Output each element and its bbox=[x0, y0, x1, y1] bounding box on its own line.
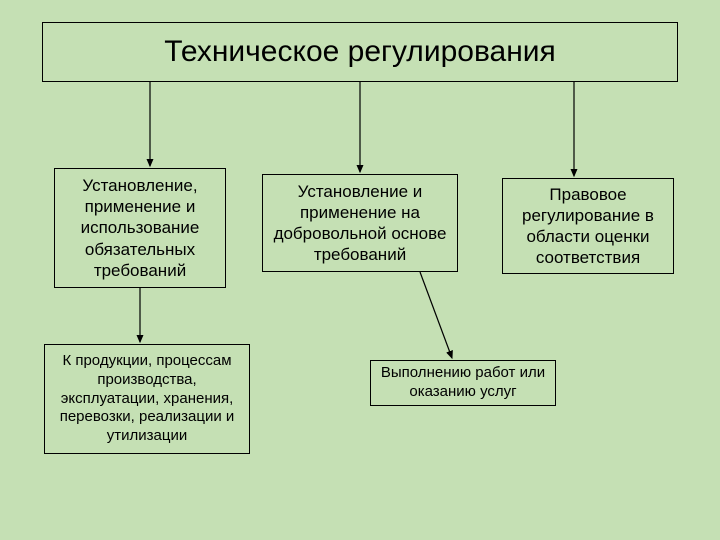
node-leaf2: Выполнению работ или оказанию услуг bbox=[370, 360, 556, 406]
node-col3-text: Правовое регулирование в области оценки … bbox=[511, 184, 665, 269]
node-leaf1-text: К продукции, процессам производства, экс… bbox=[53, 352, 241, 446]
node-leaf2-text: Выполнению работ или оказанию услуг bbox=[379, 364, 547, 402]
title-text: Техническое регулирования bbox=[164, 33, 556, 71]
edge-col2-leaf2 bbox=[420, 272, 452, 358]
node-col1: Установление, применение и использование… bbox=[54, 168, 226, 288]
node-col2-text: Установление и применение на добровольно… bbox=[271, 181, 449, 266]
node-leaf1: К продукции, процессам производства, экс… bbox=[44, 344, 250, 454]
title-box: Техническое регулирования bbox=[42, 22, 678, 82]
node-col3: Правовое регулирование в области оценки … bbox=[502, 178, 674, 274]
node-col1-text: Установление, применение и использование… bbox=[63, 175, 217, 281]
node-col2: Установление и применение на добровольно… bbox=[262, 174, 458, 272]
